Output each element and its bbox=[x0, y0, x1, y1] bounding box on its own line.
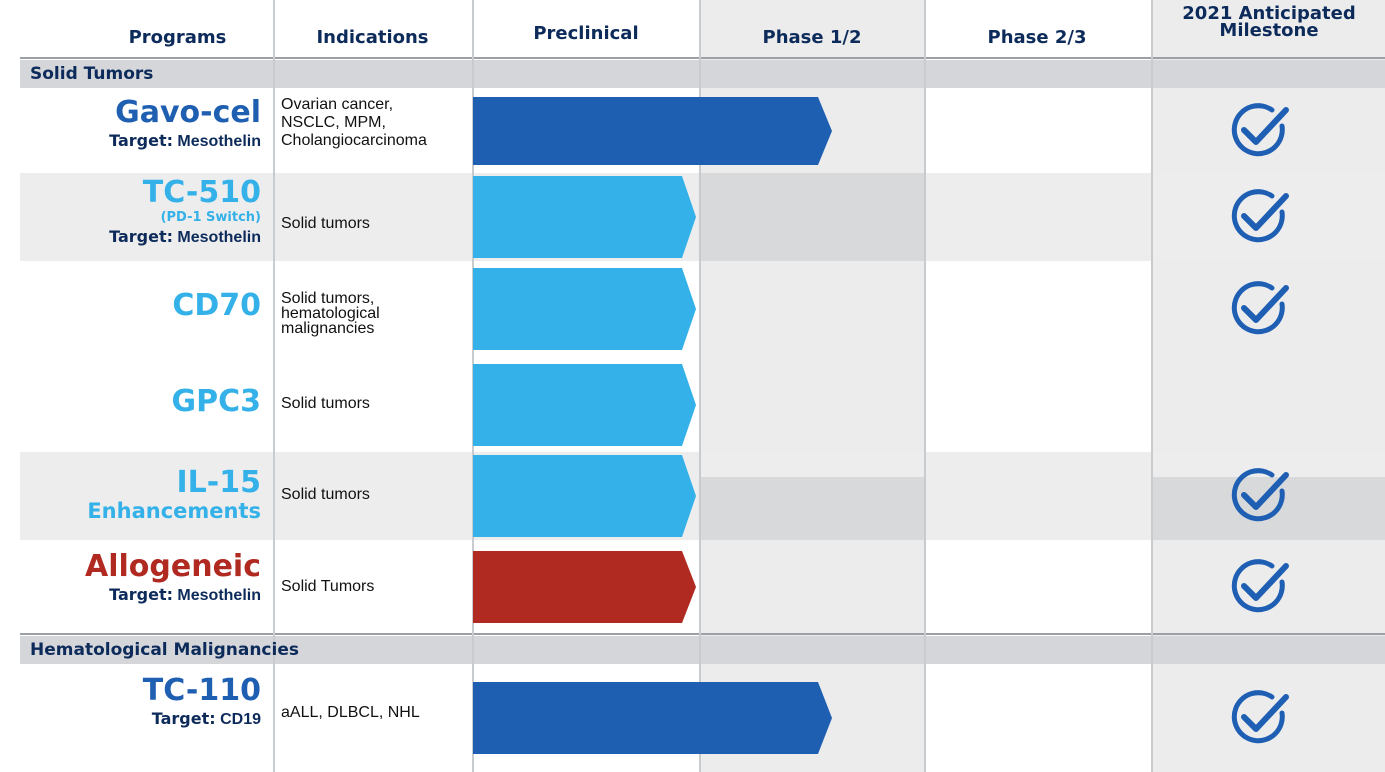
milestone-check-icon bbox=[1231, 189, 1289, 243]
target-value: Mesothelin bbox=[172, 133, 261, 150]
gridline-milestone bbox=[1151, 0, 1153, 772]
header-milestone-line2: Milestone bbox=[1219, 20, 1319, 41]
header-milestone-line1: 2021 Anticipated bbox=[1182, 3, 1356, 24]
target-label: Target: bbox=[109, 131, 173, 150]
gridline-indications bbox=[273, 0, 275, 772]
indication-text: Solid Tumors bbox=[281, 578, 375, 595]
milestone-check-icon bbox=[1231, 102, 1289, 156]
program-name: CD70 bbox=[172, 288, 261, 323]
program-name: Allogeneic bbox=[85, 549, 261, 584]
stage-bar bbox=[473, 455, 696, 537]
header-divider bbox=[20, 57, 1385, 59]
target-label: Target: bbox=[109, 227, 173, 246]
program-3: GPC3 bbox=[171, 385, 261, 419]
program-2: CD70 bbox=[172, 289, 261, 323]
program-name: Gavo-cel bbox=[115, 95, 261, 130]
program-name: IL-15 bbox=[176, 465, 261, 500]
row-band-tc510-dark bbox=[700, 173, 925, 261]
program-subtitle: (PD-1 Switch) bbox=[160, 210, 261, 225]
target-value: Mesothelin bbox=[172, 587, 261, 604]
header-milestone: 2021 Anticipated Milestone bbox=[1153, 0, 1385, 50]
milestone-check-icon bbox=[1231, 468, 1289, 522]
stage-bar bbox=[473, 363, 696, 446]
header-indications: Indications bbox=[316, 27, 429, 48]
stage-bar bbox=[473, 268, 696, 350]
indication-text: aALL, DLBCL, NHL bbox=[281, 704, 420, 721]
gridline-phase23 bbox=[924, 0, 926, 772]
gridline-phase12 bbox=[699, 0, 701, 772]
program-name: TC-110 bbox=[142, 673, 261, 708]
program-6: TC-110 Target: CD19 bbox=[143, 674, 261, 731]
header-preclinical: Preclinical bbox=[533, 23, 639, 44]
section-row-solid bbox=[20, 60, 1385, 88]
program-subtitle: Enhancements bbox=[87, 499, 261, 523]
target-label: Target: bbox=[151, 709, 216, 728]
stage-bar bbox=[473, 176, 696, 258]
milestone-check-icon bbox=[1231, 690, 1289, 744]
row-band-il15-dark-b bbox=[1153, 477, 1385, 540]
target-value: Mesothelin bbox=[172, 229, 261, 246]
indication-text: Solid tumors, hematological malignancies bbox=[281, 290, 380, 337]
heme-divider bbox=[20, 633, 1385, 635]
header-phase23: Phase 2/3 bbox=[987, 27, 1087, 48]
program-target: Target: Mesothelin bbox=[109, 226, 261, 249]
program-4: IL-15 Enhancements bbox=[87, 465, 261, 523]
program-name: TC-510 bbox=[142, 175, 261, 210]
milestone-check-icon bbox=[1231, 558, 1289, 612]
program-name: GPC3 bbox=[171, 384, 261, 419]
indication-text: Solid tumors bbox=[281, 486, 370, 503]
stage-bar bbox=[473, 682, 832, 754]
row-band-il15-dark-a bbox=[700, 477, 925, 540]
target-value: CD19 bbox=[215, 711, 261, 728]
header-programs: Programs bbox=[128, 27, 227, 48]
section-label-heme: Hematological Malignancies bbox=[30, 640, 299, 660]
stage-bar bbox=[473, 96, 832, 165]
indication-text: Solid tumors bbox=[281, 215, 370, 232]
section-label-solid: Solid Tumors bbox=[30, 64, 154, 84]
header-phase12: Phase 1/2 bbox=[762, 27, 862, 48]
indication-text: Ovarian cancer, NSCLC, MPM, Cholangiocar… bbox=[281, 96, 427, 149]
program-target: Target: Mesothelin bbox=[109, 130, 261, 153]
stage-bar bbox=[473, 550, 696, 623]
program-target: Target: CD19 bbox=[143, 708, 261, 731]
section-row-heme bbox=[20, 636, 1385, 664]
program-target: Target: Mesothelin bbox=[85, 584, 261, 607]
program-5: Allogeneic Target: Mesothelin bbox=[85, 550, 261, 607]
target-label: Target: bbox=[109, 585, 173, 604]
program-0: Gavo-cel Target: Mesothelin bbox=[109, 96, 261, 153]
milestone-check-icon bbox=[1231, 281, 1289, 335]
indication-text: Solid tumors bbox=[281, 395, 370, 412]
program-1: TC-510 (PD-1 Switch) Target: Mesothelin bbox=[109, 176, 261, 249]
